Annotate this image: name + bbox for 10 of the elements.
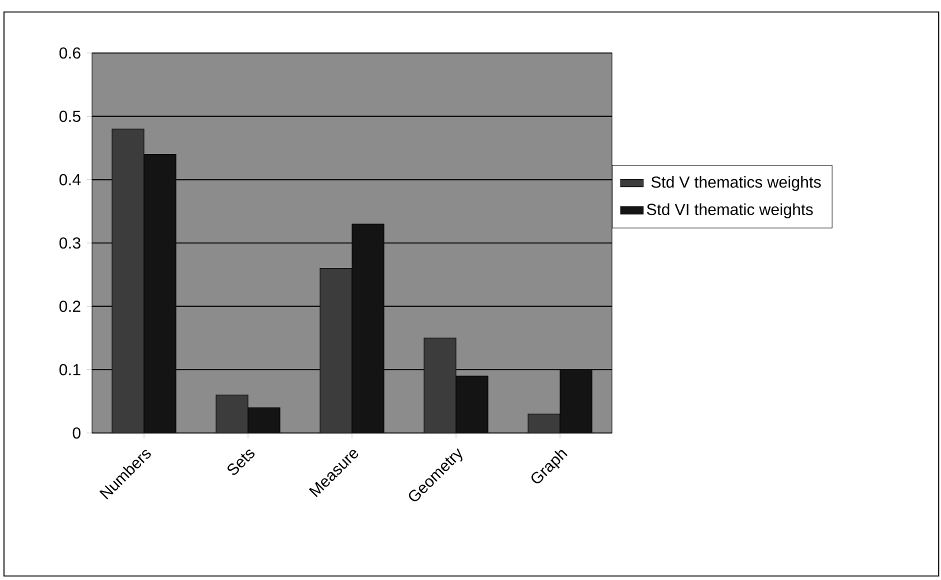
x-tick-label: Sets	[228, 450, 255, 475]
y-tick-label: 0.5	[59, 110, 80, 122]
y-tick-label: 0.6	[59, 47, 80, 59]
legend-label: Std VI thematic weights	[646, 203, 813, 218]
y-tick-label: 0.1	[59, 364, 80, 376]
y-tick-label: 0.3	[59, 237, 80, 249]
legend-label: Std V thematics weights	[651, 176, 821, 191]
y-tick-label: 0.2	[59, 300, 80, 312]
y-tick-label: 0.4	[59, 174, 81, 186]
y-tick-label: 0	[72, 427, 80, 439]
